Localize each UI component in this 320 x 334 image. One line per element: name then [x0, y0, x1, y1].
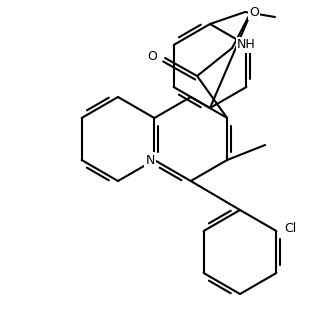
Text: O: O — [147, 49, 157, 62]
Text: Cl: Cl — [284, 222, 297, 235]
Text: NH: NH — [237, 38, 256, 51]
Text: O: O — [249, 5, 259, 18]
Text: N: N — [146, 154, 155, 167]
